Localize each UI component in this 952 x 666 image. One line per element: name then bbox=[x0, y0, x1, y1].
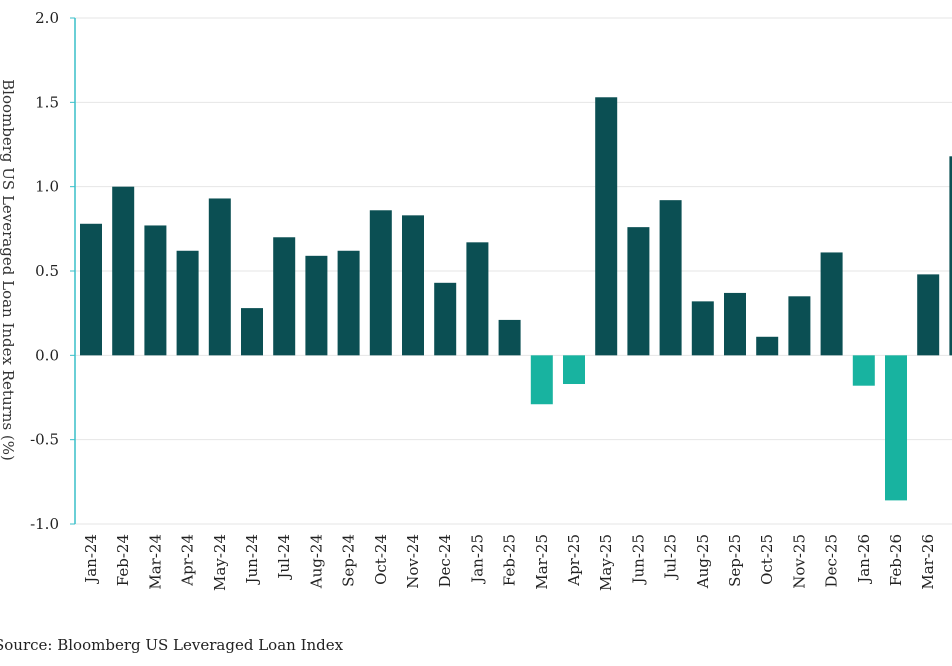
bar bbox=[369, 210, 392, 356]
x-tick-label: Jan-24 bbox=[82, 534, 100, 585]
bar bbox=[434, 282, 457, 356]
x-tick-label: Mar-25 bbox=[533, 534, 551, 590]
bar bbox=[144, 225, 167, 356]
bar bbox=[788, 296, 811, 356]
x-tick-label: Jul-25 bbox=[662, 534, 680, 581]
bar bbox=[176, 250, 199, 356]
bar bbox=[659, 200, 682, 356]
x-tick-label: May-25 bbox=[597, 534, 615, 591]
x-tick-label: Nov-24 bbox=[404, 534, 422, 589]
x-tick-label: Apr-25 bbox=[565, 534, 583, 587]
x-tick-label: May-24 bbox=[211, 534, 229, 591]
x-tick-label: Jan-26 bbox=[855, 534, 873, 585]
x-tick-label: Jun-25 bbox=[629, 534, 647, 586]
x-tick-label: Aug-24 bbox=[307, 534, 325, 589]
bar bbox=[498, 319, 521, 356]
bar bbox=[402, 215, 424, 356]
bar bbox=[273, 237, 296, 356]
bar bbox=[112, 186, 135, 356]
bar bbox=[563, 355, 585, 385]
y-tick-label: 0.0 bbox=[35, 346, 59, 364]
x-tick-label: Oct-24 bbox=[372, 534, 390, 585]
x-tick-label: Feb-26 bbox=[887, 534, 905, 586]
x-tick-label: Jan-25 bbox=[468, 534, 486, 585]
bar bbox=[885, 355, 907, 501]
x-tick-label: Jun-24 bbox=[243, 534, 261, 586]
x-tick-label: Feb-24 bbox=[114, 534, 132, 586]
bar bbox=[466, 242, 489, 356]
bar bbox=[595, 97, 618, 356]
bar bbox=[917, 274, 940, 356]
x-tick-label: Mar-24 bbox=[146, 534, 164, 590]
source-note: Source: Bloomberg US Leveraged Loan Inde… bbox=[0, 636, 344, 654]
bar bbox=[305, 255, 328, 356]
y-tick-label: 2.0 bbox=[35, 9, 59, 27]
bar bbox=[820, 252, 843, 356]
y-tick-label: 1.0 bbox=[35, 178, 59, 196]
gridlines bbox=[75, 17, 952, 525]
y-tick-label: 1.5 bbox=[35, 93, 59, 111]
y-tick-label: -1.0 bbox=[30, 515, 59, 533]
y-tick-label: -0.5 bbox=[30, 431, 59, 449]
x-tick-label: Jul-24 bbox=[275, 534, 293, 581]
bar bbox=[852, 355, 875, 386]
x-tick-label: Sep-25 bbox=[726, 534, 744, 587]
x-tick-label: Dec-25 bbox=[823, 534, 841, 587]
x-tick-label: Oct-25 bbox=[758, 534, 776, 585]
x-tick-labels: Jan-24 Feb-24 Mar-24 Apr-24 May-24 Jun-24 Jul-… bbox=[82, 534, 952, 591]
y-axis-label: Bloomberg US Leveraged Loan Index Return… bbox=[0, 79, 17, 461]
bar bbox=[337, 250, 360, 356]
bar bbox=[530, 355, 553, 405]
bar bbox=[949, 156, 952, 356]
bars bbox=[80, 97, 952, 501]
y-tick-labels: 2.0 1.5 1.0 0.5 0.0 -0.5 -1.0 bbox=[30, 9, 75, 533]
x-tick-label: Aug-25 bbox=[694, 534, 712, 589]
y-tick-label: 0.5 bbox=[35, 262, 59, 280]
x-tick-label: Nov-25 bbox=[790, 534, 808, 589]
bar bbox=[80, 223, 102, 356]
bar bbox=[756, 336, 779, 356]
bar bbox=[627, 227, 650, 356]
bar bbox=[241, 308, 263, 356]
x-tick-label: Dec-24 bbox=[436, 534, 454, 587]
bar bbox=[691, 301, 714, 356]
x-tick-label: Sep-24 bbox=[340, 534, 358, 587]
bar bbox=[724, 292, 746, 356]
x-tick-label: Feb-25 bbox=[501, 534, 519, 586]
x-tick-label: Apr-24 bbox=[179, 534, 197, 587]
bar bbox=[208, 198, 231, 356]
x-tick-label: Mar-26 bbox=[919, 534, 937, 590]
